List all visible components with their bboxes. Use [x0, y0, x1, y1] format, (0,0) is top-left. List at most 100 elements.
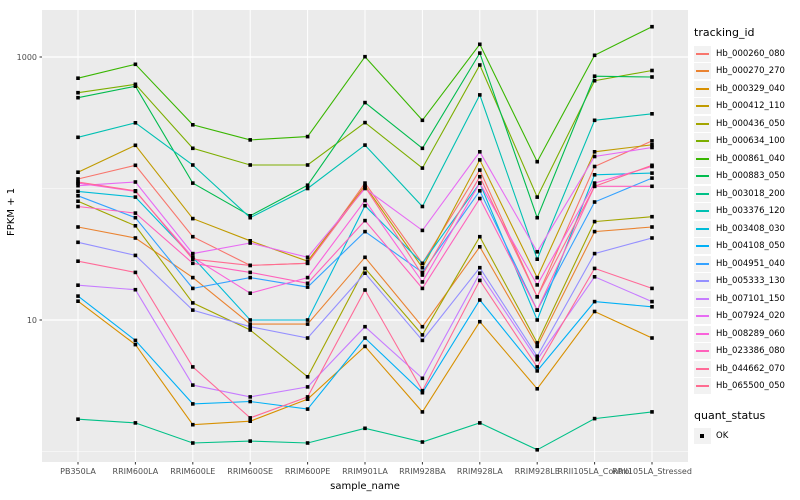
legend-item-Hb_065500_050: Hb_065500_050: [694, 378, 798, 395]
data-point: [248, 439, 252, 443]
data-point: [420, 324, 425, 329]
data-point: [535, 257, 539, 261]
data-point: [478, 42, 482, 47]
x-tick-label: RRII105LA_Control: [558, 467, 632, 476]
legend-item-label: Hb_003376_120: [716, 206, 785, 216]
data-point: [650, 139, 654, 143]
data-point: [363, 185, 367, 189]
y-tick-label: 10: [27, 316, 37, 325]
data-point: [650, 145, 654, 150]
legend-item-label: Hb_004951_040: [716, 258, 785, 269]
data-point: [592, 150, 597, 154]
data-point: [535, 448, 539, 452]
line-swatch-icon: [694, 63, 711, 79]
data-point: [76, 177, 80, 181]
data-point: [305, 322, 310, 326]
legend-item-Hb_000270_270: Hb_000270_270: [694, 63, 798, 80]
legend-item-Hb_000883_050: Hb_000883_050: [694, 168, 798, 185]
legend-item-Hb_000634_100: Hb_000634_100: [694, 133, 798, 150]
line-swatch-icon: [694, 98, 711, 114]
data-point: [535, 159, 539, 164]
data-point: [191, 275, 195, 280]
line-swatch-icon: [694, 168, 711, 184]
data-point: [133, 82, 138, 87]
data-point: [76, 90, 80, 95]
data-point: [191, 441, 195, 445]
line-swatch-icon: [694, 150, 711, 167]
data-point: [363, 100, 367, 105]
data-point: [420, 204, 425, 209]
x-tick-label: RRIM600LE: [170, 467, 215, 476]
data-point: [592, 200, 597, 204]
data-point: [305, 285, 310, 289]
data-point: [363, 143, 367, 147]
data-point: [76, 240, 80, 245]
data-point: [650, 236, 654, 240]
legend-item-label: Hb_000634_100: [716, 136, 785, 146]
data-point: [478, 271, 482, 275]
data-point: [133, 211, 138, 215]
data-point: [76, 194, 80, 198]
data-point: [535, 215, 539, 220]
data-point: [650, 143, 654, 147]
line-swatch-icon: [694, 255, 711, 272]
data-point: [420, 410, 425, 414]
data-point: [535, 250, 539, 254]
data-point: [592, 299, 597, 304]
data-point: [478, 421, 482, 425]
data-point: [420, 270, 425, 275]
data-point: [535, 195, 539, 199]
data-point: [535, 354, 539, 359]
data-point: [650, 214, 654, 219]
data-point: [478, 181, 482, 185]
data-point: [420, 280, 425, 284]
data-point: [478, 298, 482, 302]
data-point: [592, 275, 597, 279]
legend-item-label: Hb_007101_150: [716, 293, 785, 304]
data-point: [248, 399, 252, 404]
data-point: [420, 228, 425, 233]
data-point: [76, 259, 80, 263]
data-point: [420, 440, 425, 444]
data-point: [248, 214, 252, 218]
data-point: [420, 166, 425, 170]
data-point: [191, 123, 195, 127]
data-point: [420, 265, 425, 270]
x-tick-label: RRIM928BA: [399, 467, 446, 476]
y-axis-title: FPKM + 1: [6, 187, 17, 236]
data-point: [191, 383, 195, 387]
data-point: [133, 338, 138, 343]
data-point: [76, 170, 80, 174]
data-point: [478, 93, 482, 97]
data-point: [191, 163, 195, 167]
data-point: [363, 198, 367, 203]
data-point: [650, 305, 654, 309]
data-point: [420, 286, 425, 291]
data-point: [133, 163, 138, 168]
legend: tracking_id Hb_000260_080 Hb_000270_270 Hb…: [694, 26, 798, 445]
data-point: [76, 189, 80, 194]
legend-item-Hb_000436_050: Hb_000436_050: [694, 115, 798, 132]
data-point: [650, 68, 654, 73]
x-tick-label: PB350LA: [60, 467, 96, 476]
data-point: [133, 224, 138, 228]
data-point: [535, 275, 539, 280]
data-point: [420, 273, 425, 277]
data-point: [363, 218, 367, 223]
data-point: [592, 173, 597, 177]
data-point: [76, 294, 80, 298]
line-swatch-icon: [694, 133, 711, 149]
data-point: [248, 318, 252, 322]
data-point: [650, 163, 654, 168]
data-point: [76, 199, 80, 203]
data-point: [133, 180, 138, 184]
data-point: [305, 183, 310, 187]
data-point: [420, 146, 425, 151]
data-point: [248, 328, 252, 332]
data-point: [420, 261, 425, 266]
data-point: [650, 176, 654, 180]
data-point: [535, 369, 539, 373]
data-point: [535, 295, 539, 299]
legend-item-Hb_023386_080: Hb_023386_080: [694, 343, 798, 360]
data-point: [478, 278, 482, 283]
